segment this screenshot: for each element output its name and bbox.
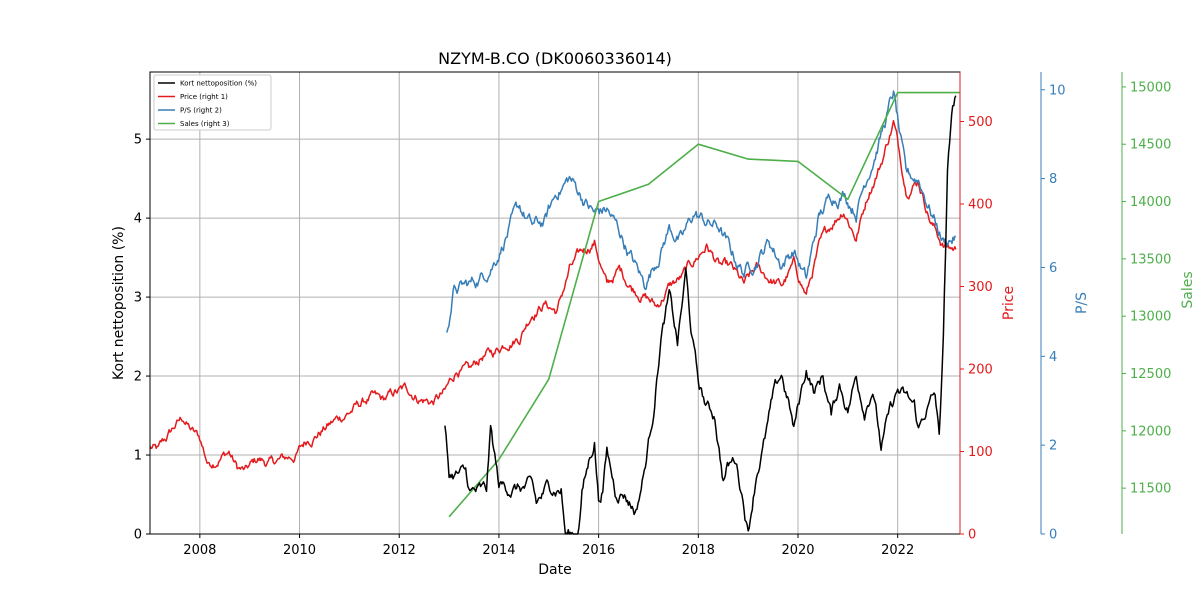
x-tick-label: 2018	[682, 543, 715, 558]
legend-entry: P/S (right 2)	[180, 107, 222, 115]
x-tick-label: 2022	[881, 543, 914, 558]
series-line-right2	[446, 90, 956, 333]
x-tick-label: 2012	[383, 543, 416, 558]
x-axis-label: Date	[538, 562, 571, 578]
y-right2-tick-label: 4	[1049, 350, 1057, 365]
y-right2-tick-label: 10	[1049, 83, 1066, 98]
y-right1-tick-label: 400	[968, 198, 993, 213]
y-right3-tick-label: 12000	[1130, 424, 1171, 439]
y-right1-tick-label: 0	[968, 528, 976, 543]
series-line-left	[444, 95, 957, 535]
y-right2-tick-label: 0	[1049, 528, 1057, 543]
y-right1-tick-label: 300	[968, 280, 993, 295]
y-right3-tick-label: 12500	[1130, 367, 1171, 382]
legend: Kort nettoposition (%) Price (right 1) P/S…	[153, 74, 272, 131]
x-tick-label: 2008	[183, 543, 216, 558]
y-right3-tick-label: 13500	[1130, 252, 1171, 267]
y-axis-sales-label: Sales	[1180, 271, 1196, 308]
legend-entry: Sales (right 3)	[180, 120, 230, 128]
series-layer	[149, 90, 960, 535]
y-left-tick-label: 0	[134, 528, 142, 543]
x-tick-label: 2016	[582, 543, 615, 558]
y-right1-tick-label: 200	[968, 363, 993, 378]
x-tick-label: 2014	[482, 543, 515, 558]
y-right3-tick-label: 13000	[1130, 310, 1171, 325]
y-right1-tick-label: 500	[968, 115, 993, 130]
y-left-tick-label: 5	[134, 133, 142, 148]
y-right1-tick-label: 100	[968, 445, 993, 460]
y-right3-tick-label: 14500	[1130, 138, 1171, 153]
y-right3-tick-label: 14000	[1130, 195, 1171, 210]
y-left-tick-label: 1	[134, 449, 142, 464]
y-left-tick-label: 3	[134, 291, 142, 306]
y-axis-price-label: Price	[1001, 286, 1017, 320]
y-right2-tick-label: 8	[1049, 172, 1057, 187]
y-axis-left-label: Kort nettoposition (%)	[111, 226, 127, 380]
y-right3-tick-label: 15000	[1130, 80, 1171, 95]
series-line-right3	[448, 91, 960, 518]
series-line-right1	[149, 119, 957, 471]
y-right2-tick-label: 6	[1049, 261, 1057, 276]
y-left-tick-label: 4	[134, 212, 142, 227]
x-tick-label: 2020	[781, 543, 814, 558]
legend-entry: Kort nettoposition (%)	[180, 80, 257, 88]
y-right3-tick-label: 11500	[1130, 482, 1171, 497]
chart-title: NZYM-B.CO (DK0060336014)	[438, 49, 672, 68]
y-right2-tick-label: 2	[1049, 439, 1057, 454]
y-axis-ps-label: P/S	[1074, 292, 1090, 314]
legend-box	[153, 74, 272, 131]
x-tick-label: 2010	[283, 543, 316, 558]
y-left-tick-label: 2	[134, 370, 142, 385]
legend-entry: Price (right 1)	[180, 93, 228, 101]
axes-layer: 2008 2010 2012 2014 2016 2018 2020 202201234501…	[134, 72, 1171, 558]
